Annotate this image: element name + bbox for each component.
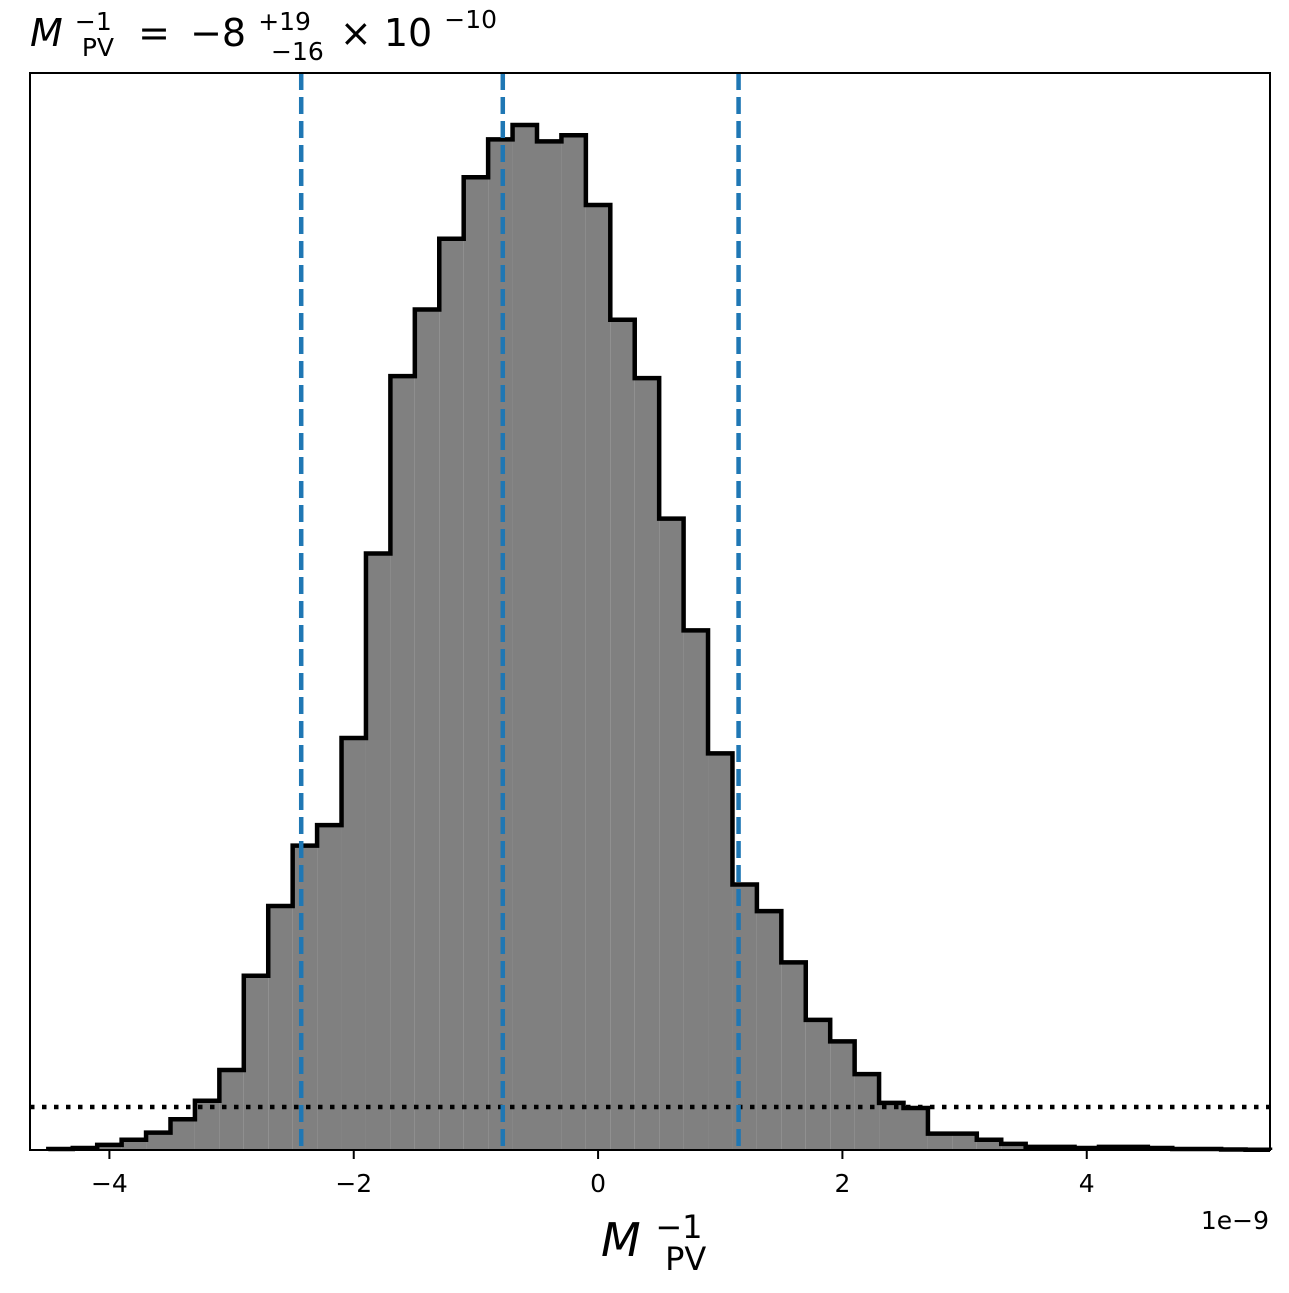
- plot-area: [29, 72, 1273, 1152]
- histogram-bar: [414, 309, 440, 1150]
- histogram-bar: [781, 962, 806, 1150]
- histogram-bar: [830, 1041, 855, 1150]
- histogram-bar: [634, 378, 660, 1150]
- histogram-bar: [439, 238, 464, 1150]
- histogram-bar: [561, 135, 586, 1150]
- histogram-outline: [46, 122, 1273, 1152]
- histogram-bar: [659, 518, 684, 1150]
- x-tick-label: −2: [335, 1169, 372, 1198]
- chart-title: M −1 PV = −8 +19 −16 × 10 −10: [30, 0, 497, 69]
- x-offset-label: 1e−9: [1201, 1206, 1269, 1235]
- histogram-bar: [390, 376, 415, 1150]
- histogram-bar: [927, 1133, 953, 1150]
- histogram-bar: [463, 177, 489, 1150]
- x-tick-label: 4: [1079, 1169, 1095, 1198]
- histogram-bar: [708, 753, 733, 1150]
- histogram-layer: [46, 122, 1273, 1152]
- histogram-bar: [146, 1132, 171, 1150]
- histogram-bar: [854, 1074, 880, 1150]
- histogram-bar: [292, 845, 318, 1150]
- histogram-bar: [1001, 1143, 1026, 1150]
- x-axis: −4 −2 0 2 4: [91, 1150, 1095, 1198]
- title-superscript: −1: [75, 7, 112, 36]
- title-lower-err: −16: [271, 37, 324, 66]
- histogram-bar: [903, 1107, 928, 1150]
- xlabel-superscript: −1: [655, 1208, 702, 1246]
- x-tick-label: 0: [590, 1169, 606, 1198]
- histogram-bar: [756, 911, 782, 1150]
- histogram-bar: [732, 884, 757, 1150]
- histogram-bar: [170, 1119, 195, 1150]
- histogram-bar: [97, 1144, 122, 1150]
- histogram-bar: [976, 1139, 1002, 1150]
- histogram-bar: [243, 975, 269, 1150]
- histogram-bar: [610, 319, 635, 1150]
- x-axis-label: M −1 PV: [601, 1195, 717, 1278]
- histogram-bar: [268, 906, 293, 1150]
- title-base: 10: [384, 11, 432, 55]
- histogram-bar: [683, 630, 709, 1150]
- title-value: −8: [190, 11, 246, 55]
- histogram-bar: [536, 141, 562, 1150]
- histogram-bar: [585, 204, 611, 1150]
- title-exponent: −10: [444, 5, 497, 34]
- histogram-bar: [317, 825, 342, 1150]
- histogram-bar: [341, 737, 366, 1150]
- xlabel-symbol: M: [601, 1213, 641, 1267]
- title-subscript: PV: [82, 33, 114, 62]
- plot-frame: [29, 72, 1271, 1151]
- histogram-bar: [365, 553, 391, 1150]
- x-tick-label: 2: [834, 1169, 850, 1198]
- xlabel-subscript: PV: [665, 1240, 706, 1278]
- quantile-lines-layer: [298, 73, 741, 1150]
- title-symbol: M: [30, 11, 63, 55]
- histogram-bar: [879, 1102, 904, 1150]
- histogram-bar: [219, 1070, 244, 1150]
- title-times: ×: [340, 11, 372, 55]
- histogram-bar: [121, 1139, 147, 1150]
- histogram-bar: [488, 139, 513, 1151]
- x-tick-label: −4: [91, 1169, 128, 1198]
- histogram-bar: [512, 125, 537, 1150]
- title-upper-err: +19: [258, 7, 311, 36]
- histogram-bar: [805, 1019, 831, 1150]
- histogram-bar: [952, 1133, 977, 1150]
- title-equals: =: [138, 11, 170, 55]
